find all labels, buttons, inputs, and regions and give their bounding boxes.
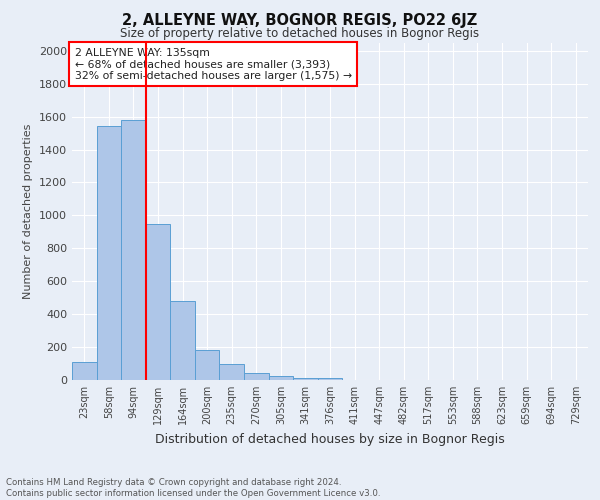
Text: 2, ALLEYNE WAY, BOGNOR REGIS, PO22 6JZ: 2, ALLEYNE WAY, BOGNOR REGIS, PO22 6JZ	[122, 12, 478, 28]
Bar	[244, 374, 269, 380]
Y-axis label: Number of detached properties: Number of detached properties	[23, 124, 34, 299]
Text: Contains HM Land Registry data © Crown copyright and database right 2024.
Contai: Contains HM Land Registry data © Crown c…	[6, 478, 380, 498]
Text: 2 ALLEYNE WAY: 135sqm
← 68% of detached houses are smaller (3,393)
32% of semi-d: 2 ALLEYNE WAY: 135sqm ← 68% of detached …	[74, 48, 352, 81]
Bar	[72, 362, 97, 380]
Bar	[269, 376, 293, 380]
Bar	[146, 224, 170, 380]
Bar	[121, 120, 146, 380]
Bar	[318, 378, 342, 380]
Bar	[220, 364, 244, 380]
Bar	[293, 378, 318, 380]
Text: Size of property relative to detached houses in Bognor Regis: Size of property relative to detached ho…	[121, 28, 479, 40]
Bar	[170, 301, 195, 380]
X-axis label: Distribution of detached houses by size in Bognor Regis: Distribution of detached houses by size …	[155, 432, 505, 446]
Bar	[195, 350, 220, 380]
Bar	[97, 126, 121, 380]
